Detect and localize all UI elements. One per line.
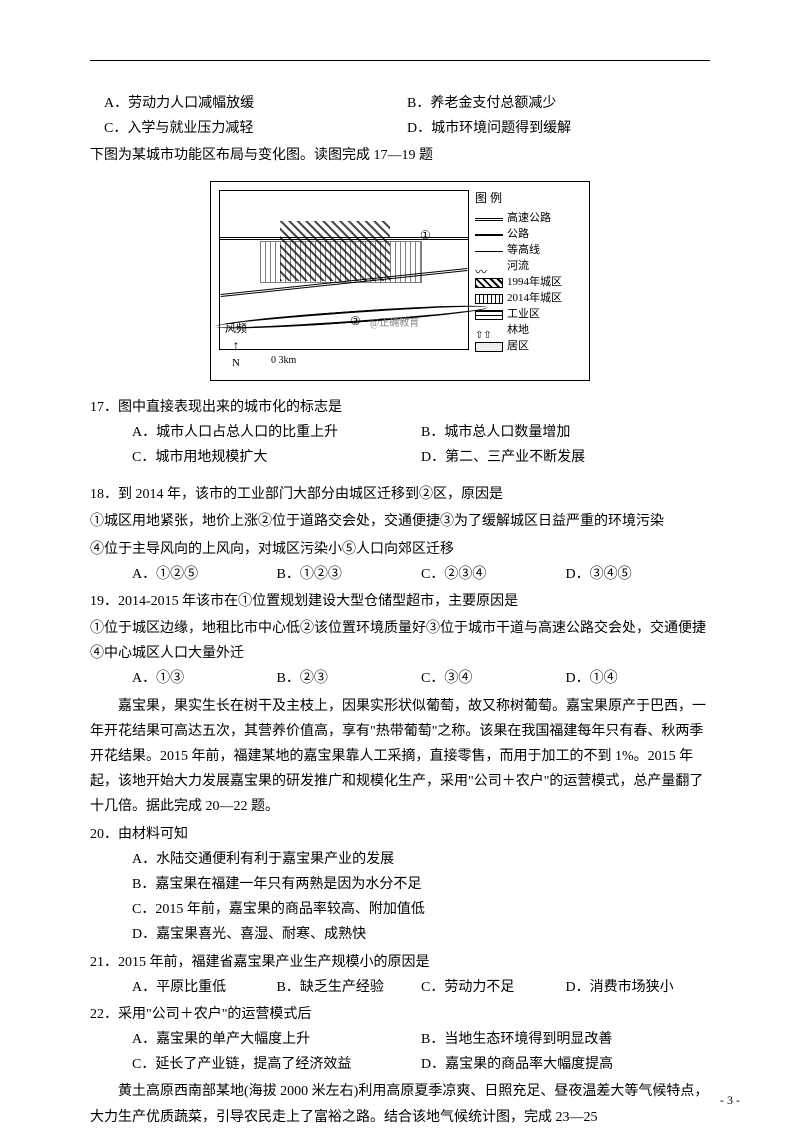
- passage-23-25: 黄土高原西南部某地(海拔 2000 米左右)利用高原夏季凉爽、日照充足、昼夜温差…: [90, 1079, 710, 1129]
- q22-b: B．当地生态环境得到明显改善: [421, 1027, 710, 1052]
- q20-c: C．2015 年前，嘉宝果的商品率较高、附加值低: [90, 897, 710, 922]
- compass-n: N: [225, 354, 247, 374]
- marker-1: ①: [420, 225, 431, 247]
- wind-label: 风频: [225, 320, 247, 340]
- q19-b: B．②③: [277, 666, 422, 691]
- q20-stem: 20．由材料可知: [90, 822, 710, 847]
- opt-a: A．劳动力人口减幅放缓: [104, 91, 407, 116]
- q22-a: A．嘉宝果的单产大幅度上升: [132, 1027, 421, 1052]
- page-number: - 3 -: [720, 1090, 740, 1112]
- watermark: @正确教育: [370, 315, 419, 333]
- q18-d: D．③④⑤: [566, 562, 711, 587]
- q19-c: C．③④: [421, 666, 566, 691]
- q18-stem: 18．到 2014 年，该市的工业部门大部分由城区迁移到②区，原因是: [90, 482, 710, 507]
- q18-c: C．②③④: [421, 562, 566, 587]
- legend: 图 例 高速公路 公路 等高线 河流 1994年城区 2014年城区 工业区 林…: [475, 188, 583, 356]
- intro-17-19: 下图为某城市功能区布局与变化图。读图完成 17—19 题: [90, 143, 710, 168]
- q17-b: B．城市总人口数量增加: [421, 420, 710, 445]
- q20-b: B．嘉宝果在福建一年只有两熟是因为水分不足: [90, 872, 710, 897]
- opt-d: D．城市环境问题得到缓解: [407, 116, 710, 141]
- marker-2: ②: [350, 311, 361, 333]
- q17-d: D．第二、三产业不断发展: [421, 445, 710, 470]
- q21-c: C．劳动力不足: [421, 975, 566, 1000]
- legend-res: 居区: [507, 337, 529, 357]
- q18-a: A．①②⑤: [132, 562, 277, 587]
- legend-title: 图 例: [475, 188, 583, 210]
- passage-20-22: 嘉宝果，果实生长在树干及主枝上，因果实形状似葡萄，故又称树葡萄。嘉宝果原产于巴西…: [90, 694, 710, 820]
- q22-c: C．延长了产业链，提高了经济效益: [132, 1052, 421, 1077]
- q17-stem: 17．图中直接表现出来的城市化的标志是: [90, 395, 710, 420]
- q20-a: A．水陆交通便利有利于嘉宝果产业的发展: [90, 847, 710, 872]
- q18-subline2: ④位于主导风向的上风向，对城区污染小⑤人口向郊区迁移: [90, 537, 710, 562]
- q19-stem: 19．2014-2015 年该市在①位置规划建设大型仓储型超市，主要原因是: [90, 589, 710, 614]
- compass-icon: ↑: [225, 340, 247, 354]
- q19-a: A．①③: [132, 666, 277, 691]
- q18-subline1: ①城区用地紧张，地价上涨②位于道路交会处，交通便捷③为了缓解城区日益严重的环境污…: [90, 509, 710, 534]
- q20-d: D．嘉宝果喜光、喜湿、耐寒、成熟快: [90, 922, 710, 947]
- q18-b: B．①②③: [277, 562, 422, 587]
- q21-a: A．平原比重低: [132, 975, 277, 1000]
- q17-a: A．城市人口占总人口的比重上升: [132, 420, 421, 445]
- opt-b: B．养老金支付总额减少: [407, 91, 710, 116]
- q19-subline1: ①位于城区边缘，地租比市中心低②该位置环境质量好③位于城市干道与高速公路交会处，…: [90, 616, 710, 666]
- q21-b: B．缺乏生产经验: [277, 975, 422, 1000]
- q22-stem: 22．采用"公司＋农户"的运营模式后: [90, 1002, 710, 1027]
- q21-d: D．消费市场狭小: [566, 975, 711, 1000]
- q22-d: D．嘉宝果的商品率大幅度提高: [421, 1052, 710, 1077]
- scale-bar: 0 3km: [271, 352, 296, 370]
- q19-d: D．①④: [566, 666, 711, 691]
- opt-c: C．入学与就业压力减轻: [104, 116, 407, 141]
- q17-c: C．城市用地规模扩大: [132, 445, 421, 470]
- figure-city-zones: ① ② @正确教育 风频 ↑ N 0 3km 图 例 高速公路 公路 等高线 河…: [90, 181, 710, 381]
- q21-stem: 21．2015 年前，福建省嘉宝果产业生产规模小的原因是: [90, 950, 710, 975]
